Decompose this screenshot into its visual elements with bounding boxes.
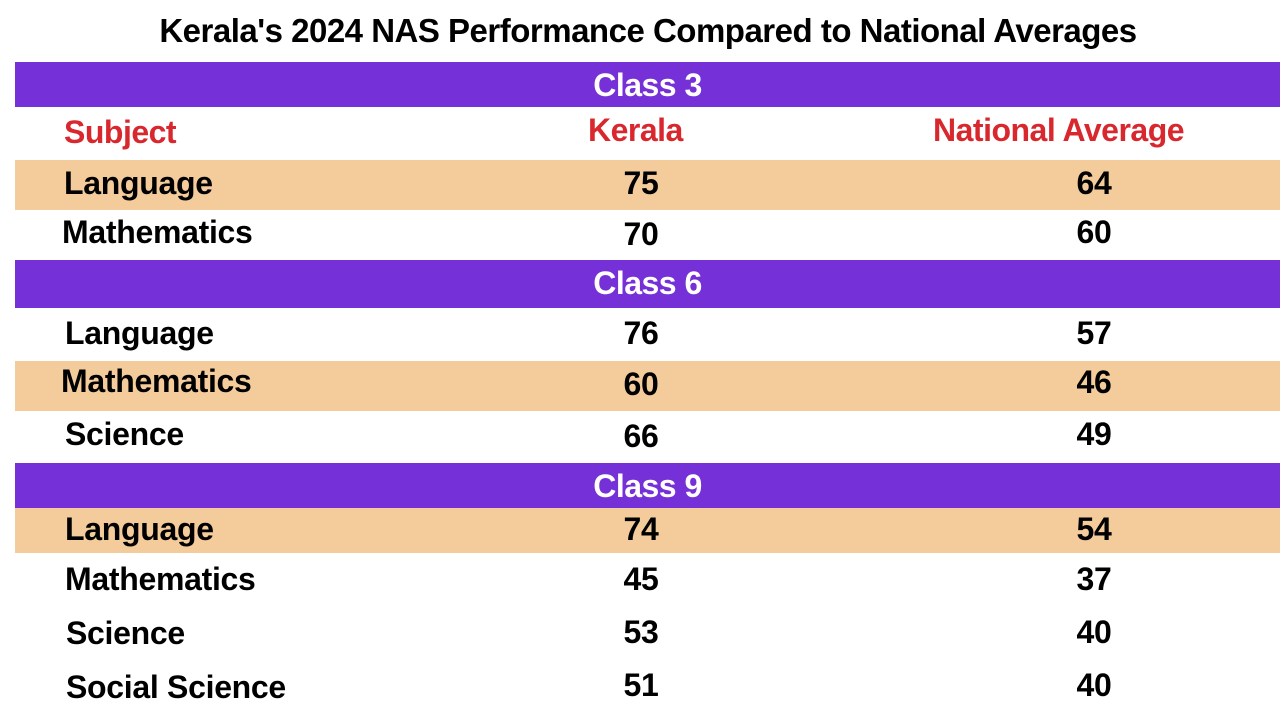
class-9-language-subject: Language [65,511,214,547]
header-national-average: National Average [933,112,1185,148]
class-9-social-science-subject: Social Science [66,669,286,705]
class-6-mathematics-national: 46 [1076,364,1112,400]
class-6-science-kerala: 66 [623,418,659,454]
class-band-class-6: Class 6 [15,260,1280,308]
class-3-mathematics-subject: Mathematics [62,214,253,250]
class-6-language-national: 57 [1076,315,1112,351]
class-9-mathematics-kerala: 45 [623,561,659,597]
class-6-science-subject: Science [65,416,184,452]
class-9-social-science-national: 40 [1076,667,1112,703]
class-6-language-kerala: 76 [623,315,659,351]
class-9-language-kerala: 74 [623,511,659,547]
class-label: Class 3 [593,67,702,103]
class-9-science-kerala: 53 [623,614,659,650]
class-band-class-3: Class 3 [15,62,1280,107]
class-9-language-national: 54 [1076,511,1112,547]
class-label: Class 9 [593,468,702,504]
class-9-mathematics-national: 37 [1076,561,1112,597]
class-9-social-science-kerala: 51 [623,667,659,703]
class-3-mathematics-national: 60 [1076,214,1112,250]
class-label: Class 6 [593,265,702,301]
class-9-science-subject: Science [66,615,185,651]
header-subject: Subject [64,114,177,150]
class-6-language-subject: Language [65,315,214,351]
class-6-mathematics-kerala: 60 [623,366,659,402]
class-3-language-subject: Language [64,165,213,201]
row-highlight [15,160,1280,210]
class-band-class-9: Class 9 [15,463,1280,508]
class-6-science-national: 49 [1076,416,1112,452]
class-3-language-kerala: 75 [623,165,659,201]
row-highlight [15,508,1280,553]
class-3-language-national: 64 [1076,165,1112,201]
row-highlight [15,361,1280,411]
header-kerala: Kerala [588,112,683,148]
class-3-mathematics-kerala: 70 [623,216,659,252]
chart-title: Kerala's 2024 NAS Performance Compared t… [159,12,1137,49]
class-9-science-national: 40 [1076,614,1112,650]
class-9-mathematics-subject: Mathematics [65,561,256,597]
class-6-mathematics-subject: Mathematics [61,363,252,399]
